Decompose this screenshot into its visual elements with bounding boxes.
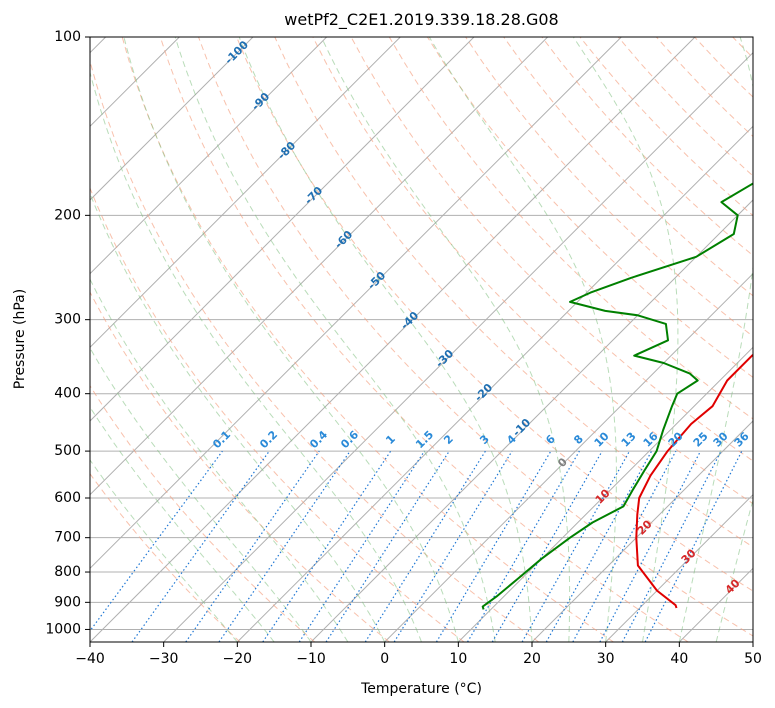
moist-adiabat-line — [123, 37, 459, 642]
y-tick-label: 100 — [54, 29, 81, 45]
mixing-ratio-line — [572, 450, 677, 642]
dry-adiabat-line — [90, 472, 241, 642]
isotherm-line — [90, 37, 475, 422]
x-tick-label: −10 — [296, 651, 326, 667]
mixing-ratio-line — [435, 450, 552, 642]
dry-adiabat-line — [426, 37, 753, 378]
isotherm-line — [163, 51, 753, 642]
dry-adiabat-line — [465, 37, 753, 338]
isotherm-line — [531, 420, 753, 642]
moist-adiabat-line — [428, 37, 617, 642]
mixing-ratio-line — [393, 450, 513, 642]
isotherm-line — [90, 37, 401, 349]
x-tick-label: 0 — [380, 651, 389, 667]
x-tick-label: 50 — [744, 651, 762, 667]
y-axis: 100 200 300 400 500 600 700 800 900 1000 — [45, 29, 90, 637]
chart-title: wetPf2_C2E1.2019.339.18.28.G08 — [284, 10, 558, 30]
mixing-ratio-line — [466, 450, 580, 642]
isotherm-line — [457, 346, 753, 642]
moist-adiabat-line — [678, 37, 753, 642]
mixing-ratio-line — [491, 450, 603, 642]
moist-adiabat-line — [90, 347, 312, 642]
isotherm-line — [384, 272, 753, 642]
y-tick-label: 700 — [54, 530, 81, 546]
mixing-ratio-line — [521, 450, 631, 642]
x-tick-label: 30 — [597, 651, 615, 667]
dry-adiabat-line — [90, 186, 465, 642]
x-tick-label: −40 — [75, 651, 105, 667]
dry-adiabat-line — [350, 37, 753, 462]
x-tick-label: −30 — [149, 651, 179, 667]
mixing-ratio-line — [364, 450, 486, 642]
dry-adiabat-line — [236, 37, 753, 592]
y-tick-label: 400 — [54, 386, 81, 402]
x-tick-label: 40 — [670, 651, 688, 667]
dry-adiabat-line — [198, 37, 753, 637]
y-tick-label: 600 — [54, 490, 81, 506]
temperature-trace — [635, 353, 753, 609]
mixing-ratio-line — [218, 450, 351, 642]
moist-adiabat-line — [238, 37, 533, 642]
isotherm-line — [605, 493, 753, 642]
isotherm-line — [90, 37, 328, 275]
dry-adiabat-line — [90, 291, 390, 642]
isotherm-line — [90, 37, 254, 201]
dry-adiabat-line — [312, 37, 753, 505]
moist-adiabat-line — [174, 37, 496, 642]
dry-adiabat-line — [159, 37, 689, 642]
dewpoint-trace — [481, 182, 753, 610]
y-tick-label: 800 — [54, 564, 81, 580]
dry-adiabat-line — [90, 59, 540, 642]
plot-area — [90, 37, 753, 642]
isotherm-line — [90, 37, 549, 496]
x-axis-label: Temperature (°C) — [360, 681, 482, 697]
x-tick-label: 10 — [449, 651, 467, 667]
y-axis-label: Pressure (hPa) — [12, 289, 28, 389]
y-tick-label: 300 — [54, 312, 81, 328]
plot-frame — [89, 36, 754, 643]
x-axis: −40 −30 −20 −10 0 10 20 30 40 50 — [75, 642, 762, 667]
moist-adiabat-line — [90, 70, 422, 642]
dry-adiabat-line — [503, 37, 753, 297]
moist-adiabat-line — [90, 192, 386, 642]
y-tick-label: 200 — [54, 207, 81, 223]
dry-adiabat-line — [121, 37, 614, 642]
isotherm-line — [90, 37, 622, 570]
y-tick-label: 500 — [54, 443, 81, 459]
mixing-ratio-line — [545, 450, 653, 642]
mixing-ratio-line — [185, 450, 320, 642]
moist-adiabat-line — [572, 37, 679, 642]
series-layer — [481, 182, 753, 610]
x-tick-label: 20 — [523, 651, 541, 667]
isotherm-line — [236, 125, 753, 642]
dry-adiabat-line — [90, 384, 316, 642]
dry-adiabat-line — [274, 37, 753, 548]
mixing-ratio-line — [325, 450, 450, 642]
y-tick-label: 900 — [54, 594, 81, 610]
isotherm-line — [310, 199, 753, 642]
y-tick-label: 1000 — [45, 621, 81, 637]
moist-adiabat-line — [90, 459, 238, 642]
moist-adiabat-line — [715, 497, 753, 642]
moist-adiabat-line — [90, 278, 349, 642]
x-tick-label: −20 — [223, 651, 253, 667]
moist-adiabat-line — [90, 406, 275, 642]
dry-adiabat-line — [388, 37, 753, 420]
